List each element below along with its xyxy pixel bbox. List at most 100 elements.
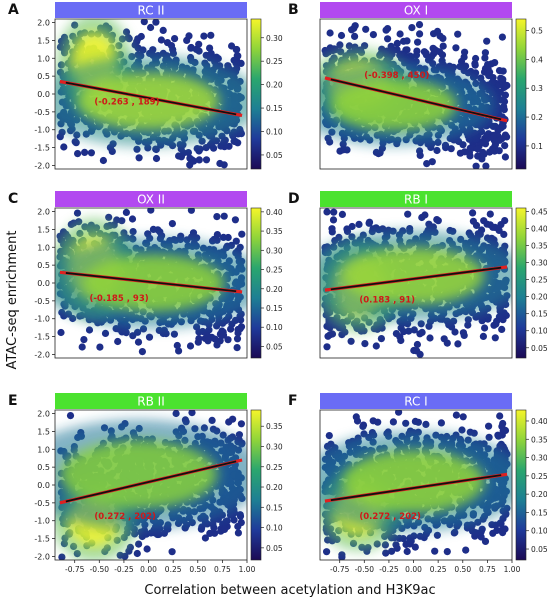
colorbar-tick-label: 0.15 [531, 310, 547, 319]
scatter-point [204, 337, 212, 345]
scatter-point [197, 525, 205, 533]
scatter-point [323, 208, 331, 216]
scatter-point [125, 547, 133, 555]
scatter-point [491, 334, 499, 342]
scatter-point [464, 321, 472, 329]
scatter-point [341, 328, 349, 336]
scatter-point [406, 52, 414, 60]
colorbar-tick-label: 0.30 [531, 259, 547, 268]
scatter-point [428, 158, 436, 166]
scatter-point [212, 137, 221, 145]
x-tick-label: 0.25 [165, 565, 182, 574]
scatter-point [495, 81, 503, 89]
y-tick-label: -2.0 [34, 350, 50, 359]
density-core [330, 79, 457, 131]
correlation-annotation-B: (-0.398 , 450) [364, 71, 429, 81]
scatter-point [454, 340, 462, 348]
scatter-point [147, 208, 155, 214]
scatter-point [454, 30, 462, 38]
x-tick-label: 0.00 [140, 565, 157, 574]
scatter-point [408, 24, 416, 32]
scatter-point [474, 230, 482, 238]
scatter-point [235, 431, 243, 439]
scatter-point [139, 46, 147, 54]
scatter-point [397, 336, 405, 345]
y-tick-label: 1.5 [37, 427, 50, 436]
scatter-point [231, 216, 239, 224]
y-tick-label: -1.0 [34, 315, 50, 324]
scatter-point [237, 316, 245, 324]
colorbar-tick-label: 0.25 [531, 276, 547, 285]
scatter-point [418, 213, 426, 222]
panel-title-E: RB II [137, 395, 164, 409]
scatter-point [203, 331, 211, 339]
panel-title-bar-B [320, 2, 512, 18]
scatter-point [458, 426, 466, 434]
scatter-point [480, 150, 488, 158]
colorbar-tick-label: 0.05 [266, 342, 283, 351]
y-tick-label: 0.5 [37, 463, 50, 472]
scatter-point [438, 57, 446, 65]
scatter-point [416, 151, 424, 159]
fit-line-D [330, 266, 502, 291]
scatter-point [416, 330, 424, 338]
y-tick-label: -0.5 [34, 108, 50, 117]
scatter-point [118, 217, 126, 225]
scatter-point [237, 59, 245, 67]
scatter-point [129, 228, 137, 236]
x-tick-label: -0.25 [114, 565, 134, 574]
colorbar-tick-label: 0.35 [531, 242, 547, 251]
scatter-point [134, 338, 143, 346]
panel-F: F RC I(0.272 , 202)-0.75 -0.50 -0.25 0.00 0.2… [288, 393, 547, 574]
scatter-point [459, 141, 467, 149]
colorbar-tick-label: 0.15 [266, 104, 283, 113]
correlation-annotation-D: (0.183 , 91) [359, 296, 415, 306]
scatter-point [159, 26, 167, 34]
x-tick-label: 0.50 [189, 565, 206, 574]
scatter-point [338, 210, 346, 218]
scatter-point [194, 338, 202, 346]
scatter-point [400, 328, 408, 336]
scatter-point [183, 36, 191, 45]
scatter-point [499, 75, 507, 83]
y-tick-label: 1.5 [37, 36, 50, 45]
colorbar-tick-label: 0.20 [266, 483, 283, 492]
colorbar-tick-label: 0.20 [266, 285, 283, 294]
scatter-point [461, 148, 469, 156]
colorbar-tick-label: 0.40 [531, 224, 547, 233]
scatter-point [379, 225, 387, 233]
panel-C: C OX II(-0.185 , 93)-2.0-1.5-1.0-0.50.00.… [8, 191, 283, 359]
scatter-point [168, 220, 176, 228]
scatter-point [416, 30, 424, 38]
scatter-point [73, 209, 82, 217]
scatter-point [138, 348, 146, 356]
scatter-point [343, 225, 351, 233]
panel-letter-C: C [8, 191, 18, 207]
scatter-point [206, 44, 214, 52]
scatter-point [443, 339, 451, 347]
scatter-point [195, 40, 203, 48]
scatter-point [222, 517, 230, 526]
scatter-point [425, 322, 433, 330]
scatter-point [234, 522, 242, 531]
scatter-point [186, 154, 194, 162]
scatter-point [477, 128, 486, 136]
colorbar-B [515, 18, 527, 170]
scatter-point [501, 91, 509, 99]
scatter-point [483, 37, 491, 45]
scatter-point [486, 68, 494, 76]
scatter-point [147, 23, 155, 32]
colorbar-tick-label: 0.05 [266, 151, 283, 160]
scatter-point [477, 533, 485, 541]
scatter-point [415, 21, 424, 29]
colorbar-tick-label: 0.20 [531, 293, 547, 302]
scatter-point [57, 328, 65, 337]
scatter-point [218, 327, 226, 335]
scatter-point [214, 55, 222, 63]
colorbar-tick-label: 0.4 [531, 55, 543, 64]
y-tick-label: 1.0 [37, 445, 50, 454]
scatter-point [144, 230, 152, 238]
panel-title-F: RC I [404, 395, 427, 409]
scatter-point [426, 334, 434, 342]
